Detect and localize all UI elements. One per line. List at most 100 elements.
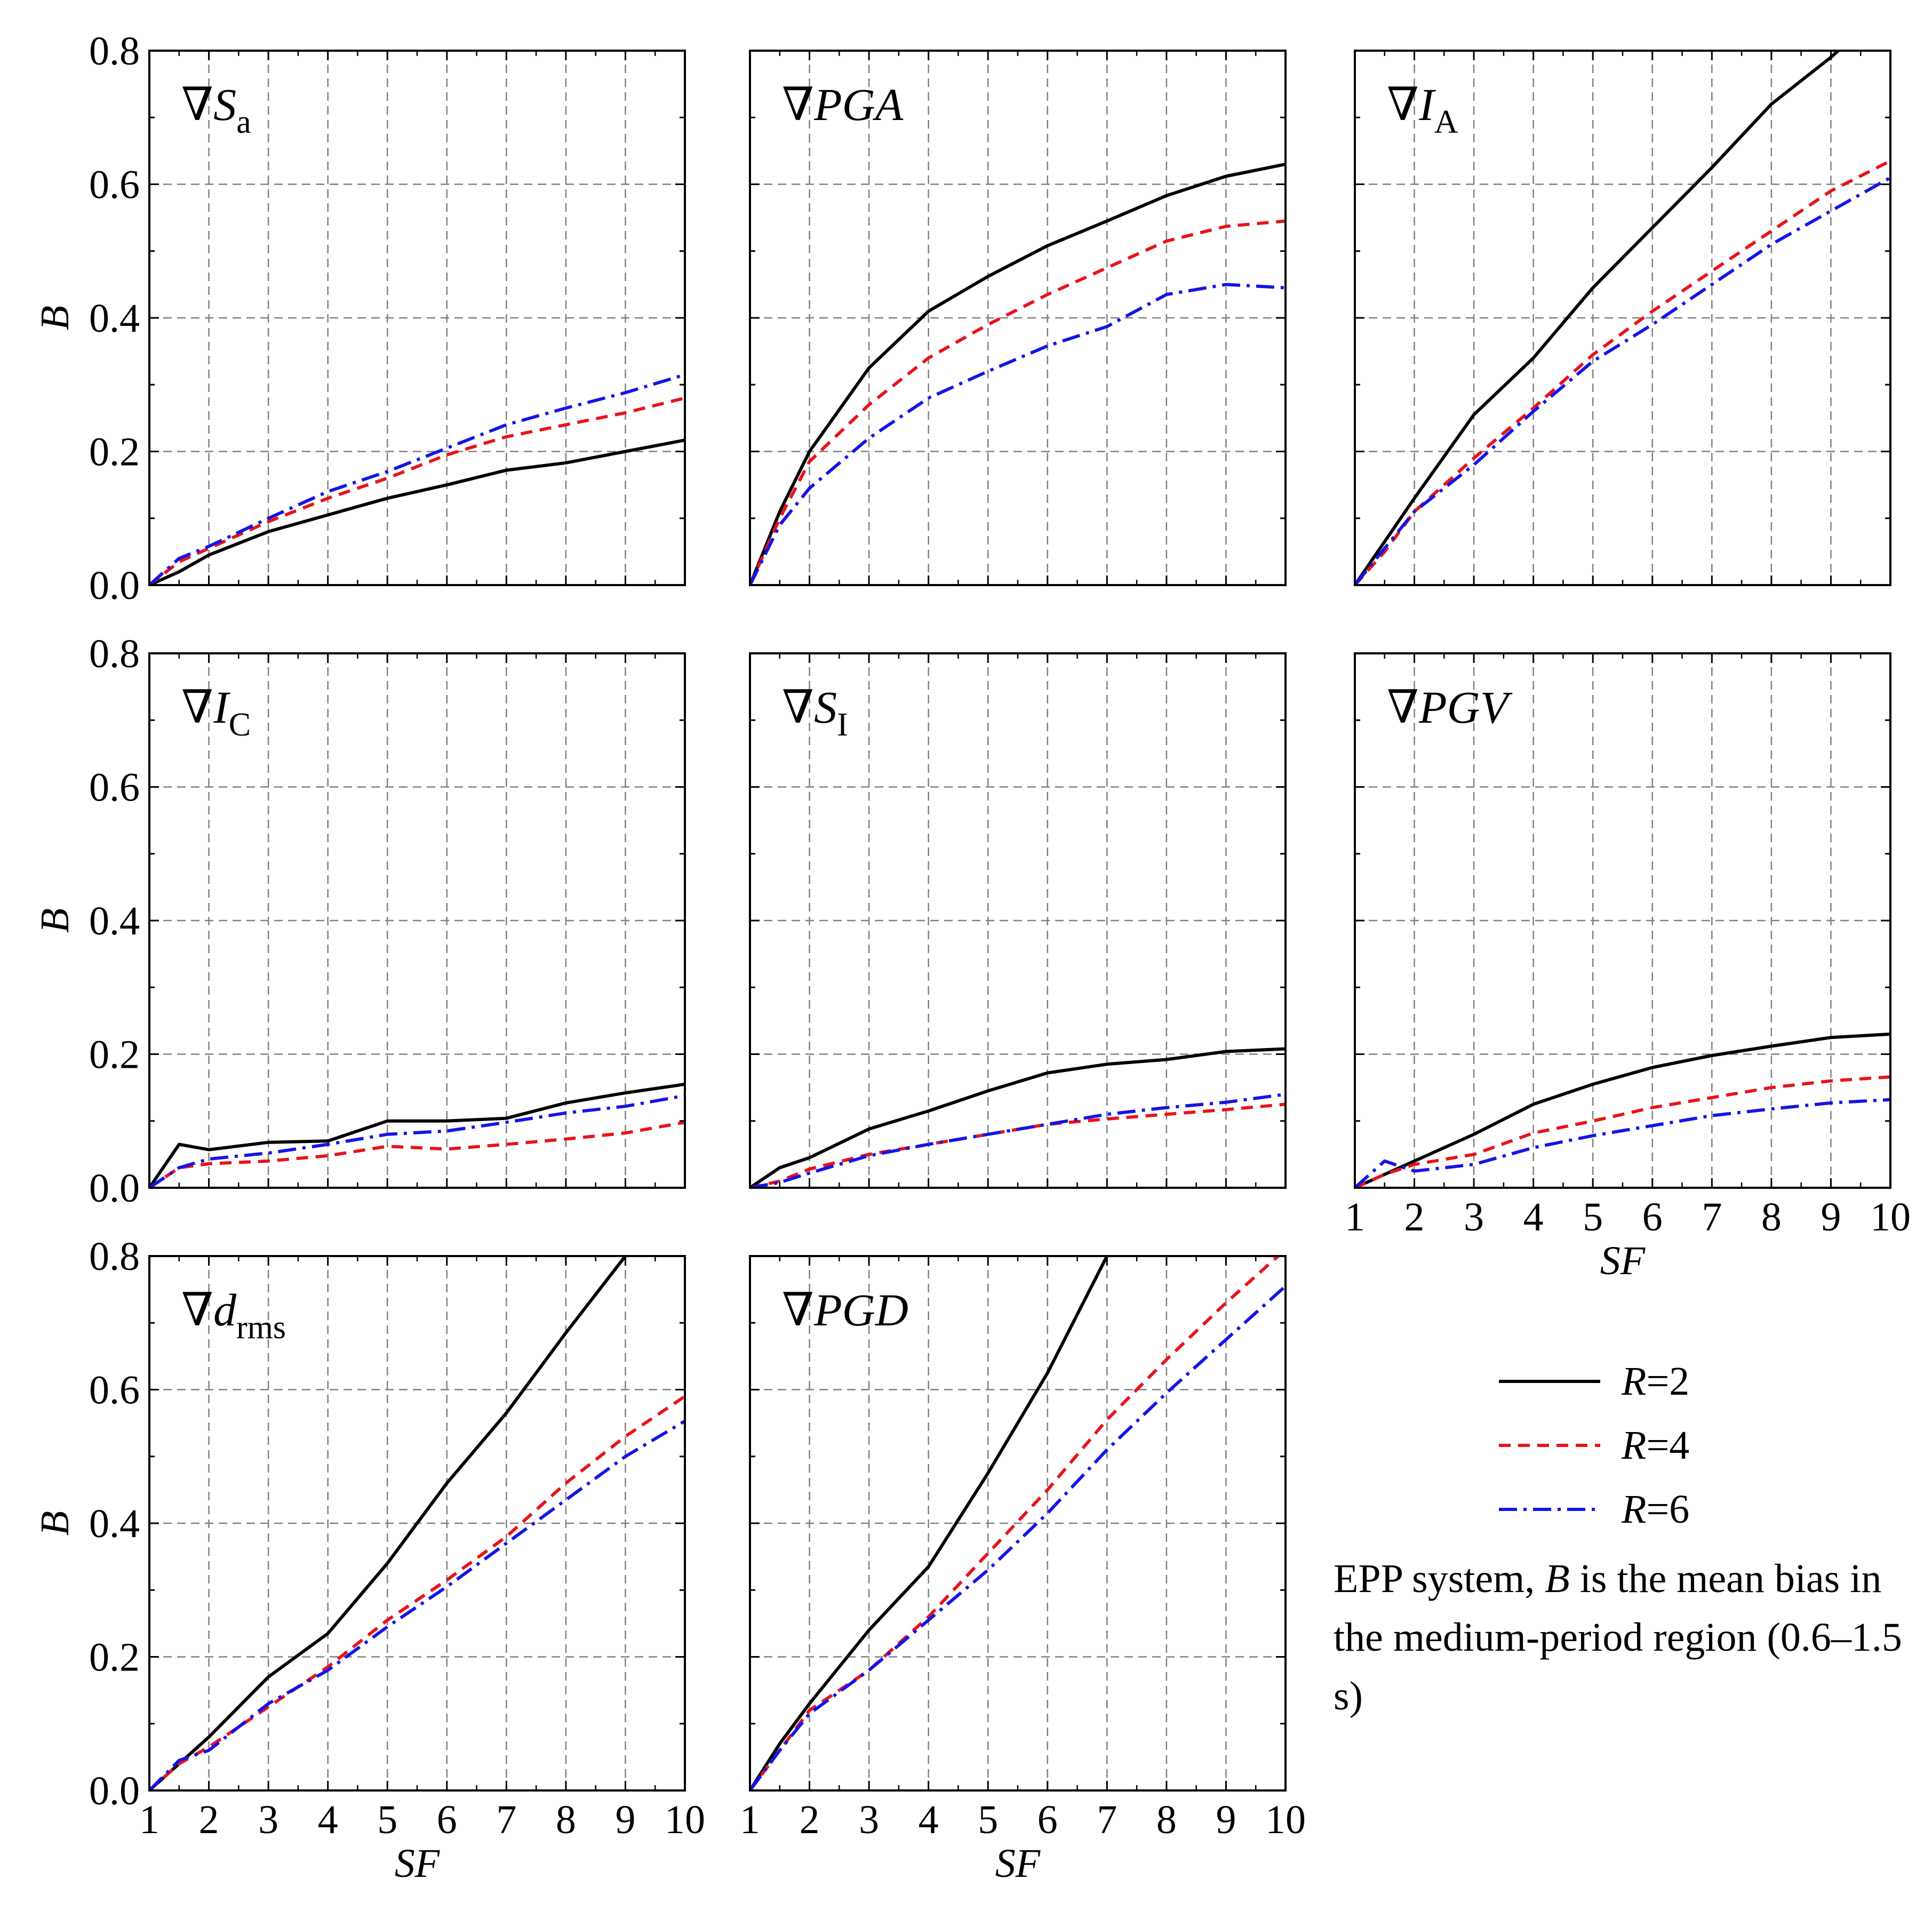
y-tick-label: 0.8 <box>89 631 140 676</box>
subplot-2: ∇PGA <box>749 50 1287 586</box>
panel-title: ∇PGV <box>1387 682 1513 733</box>
y-tick-label: 0.0 <box>89 1769 140 1813</box>
series-line-R6 <box>750 1092 1286 1188</box>
y-tick-label: 0.4 <box>89 296 140 341</box>
y-tick-label: 0.2 <box>89 430 140 475</box>
x-tick-label: 8 <box>556 1797 576 1842</box>
x-tick-label: 5 <box>978 1797 998 1842</box>
x-tick-label: 1 <box>139 1797 159 1842</box>
panel-title-main: PGD <box>813 1284 908 1336</box>
y-tick-label: 0.0 <box>89 563 140 608</box>
series-group <box>1355 1032 1890 1188</box>
panel-title-main: S <box>213 79 236 130</box>
x-tick-label: 8 <box>1761 1195 1782 1240</box>
x-tick-label: 8 <box>1156 1797 1177 1842</box>
panel-title: ∇SI <box>782 682 848 743</box>
x-tick-label: 5 <box>377 1797 397 1842</box>
series-line-R6 <box>1355 1098 1890 1188</box>
panel-title-nabla: ∇ <box>782 1284 814 1336</box>
panel-title-main: I <box>213 682 230 733</box>
series-line-R4 <box>1355 1075 1890 1188</box>
series-line-R2 <box>750 1256 1109 1790</box>
y-tick-label: 0.8 <box>89 29 140 74</box>
series-group <box>149 1082 685 1188</box>
series-line-R2 <box>1355 51 1841 585</box>
y-tick-label: 0.0 <box>89 1166 140 1211</box>
x-tick-label: 10 <box>1870 1195 1911 1240</box>
panel-title-nabla: ∇ <box>1387 79 1419 130</box>
panel-title-sub: A <box>1434 104 1458 140</box>
panel-title-nabla: ∇ <box>181 682 213 733</box>
panel-title-main: d <box>213 1284 237 1336</box>
x-tick-label: 3 <box>258 1797 278 1842</box>
x-tick-label: 6 <box>1642 1195 1663 1240</box>
x-tick-label: 9 <box>1821 1195 1841 1240</box>
subplot-3: ∇IA <box>1354 50 1891 586</box>
x-tick-label: 4 <box>318 1797 338 1842</box>
y-axis-label: B <box>33 908 77 933</box>
y-tick-label: 0.6 <box>89 163 140 207</box>
panel-title-main: S <box>814 682 837 733</box>
x-tick-label: 6 <box>1037 1797 1058 1842</box>
series-line-R4 <box>149 1121 685 1188</box>
series-line-R4 <box>750 219 1286 585</box>
subplot-8: 1 2 3 4 5 6 7 8 9 10 SF ∇PGD <box>740 1255 1306 1886</box>
x-tick-label: 7 <box>496 1797 516 1842</box>
x-tick-label: 6 <box>437 1797 457 1842</box>
series-line-R2 <box>149 438 685 585</box>
series-line-R4 <box>750 1102 1286 1188</box>
panel-title-nabla: ∇ <box>181 79 213 130</box>
series-line-R6 <box>149 1419 685 1790</box>
series-line-R4 <box>149 396 685 585</box>
y-axis-label: B <box>33 306 77 330</box>
panel-title-sub: C <box>229 707 251 743</box>
legend-svg: R=2 R=4 R=6 <box>1499 1359 1689 1532</box>
panel-title-sub: a <box>236 104 251 140</box>
panel-title: ∇PGD <box>782 1284 908 1336</box>
series-line-R2 <box>149 1256 628 1790</box>
panel-title: ∇drms <box>181 1284 286 1346</box>
panel-title: ∇PGA <box>782 79 904 130</box>
y-tick-label: 0.2 <box>89 1033 140 1077</box>
legend-label-r2: R=2 <box>1621 1359 1689 1404</box>
y-tick-label: 0.8 <box>89 1234 140 1279</box>
x-tick-label: 2 <box>800 1797 820 1842</box>
series-group <box>750 1256 1286 1790</box>
panel-title-main: PGA <box>813 79 904 130</box>
x-tick-label: 10 <box>665 1797 705 1842</box>
figure-caption: EPP system, B is the mean bias in the me… <box>1334 1549 1920 1725</box>
x-axis-label: SF <box>1600 1238 1646 1283</box>
series-line-R6 <box>1355 176 1890 585</box>
panel-title-main: PGV <box>1418 682 1513 733</box>
panel-title: ∇Sa <box>181 79 251 140</box>
x-tick-label: 5 <box>1583 1195 1603 1240</box>
x-tick-label: 4 <box>1523 1195 1544 1240</box>
x-tick-label: 3 <box>1464 1195 1484 1240</box>
x-tick-label: 3 <box>859 1797 879 1842</box>
panel-title-nabla: ∇ <box>1387 682 1419 733</box>
caption-part2: is the mean bias in the medium-period re… <box>1334 1556 1902 1718</box>
series-line-R6 <box>750 1285 1286 1790</box>
series-line-R2 <box>750 1047 1286 1188</box>
caption-part1: EPP system, <box>1334 1556 1545 1601</box>
series-group <box>750 162 1286 585</box>
x-tick-label: 1 <box>1345 1195 1365 1240</box>
x-tick-label: 2 <box>1404 1195 1425 1240</box>
series-line-R4 <box>149 1395 685 1790</box>
x-tick-label: 9 <box>615 1797 635 1842</box>
x-tick-label: 4 <box>919 1797 939 1842</box>
subplot-6: 1 2 3 4 5 6 7 8 9 10 SF ∇PGV <box>1345 652 1911 1283</box>
legend-label-r6: R=6 <box>1621 1487 1689 1532</box>
series-line-R6 <box>149 1094 685 1188</box>
panel-title-sub: I <box>837 707 848 743</box>
subplot-7: 0.0 0.2 0.4 0.6 0.8 B 1 2 3 4 5 6 7 8 9 10 SF ∇drms <box>33 1234 705 1886</box>
panel-title-sub: rms <box>236 1309 286 1346</box>
x-tick-label: 7 <box>1097 1797 1117 1842</box>
y-tick-label: 0.4 <box>89 1501 140 1546</box>
legend: R=2 R=4 R=6 <box>1334 1344 1920 1539</box>
series-group <box>149 373 685 585</box>
subplot-1: 0.0 0.2 0.4 0.6 0.8 B ∇Sa <box>33 29 686 608</box>
series-group <box>1355 51 1890 585</box>
series-line-R2 <box>1355 1032 1890 1188</box>
